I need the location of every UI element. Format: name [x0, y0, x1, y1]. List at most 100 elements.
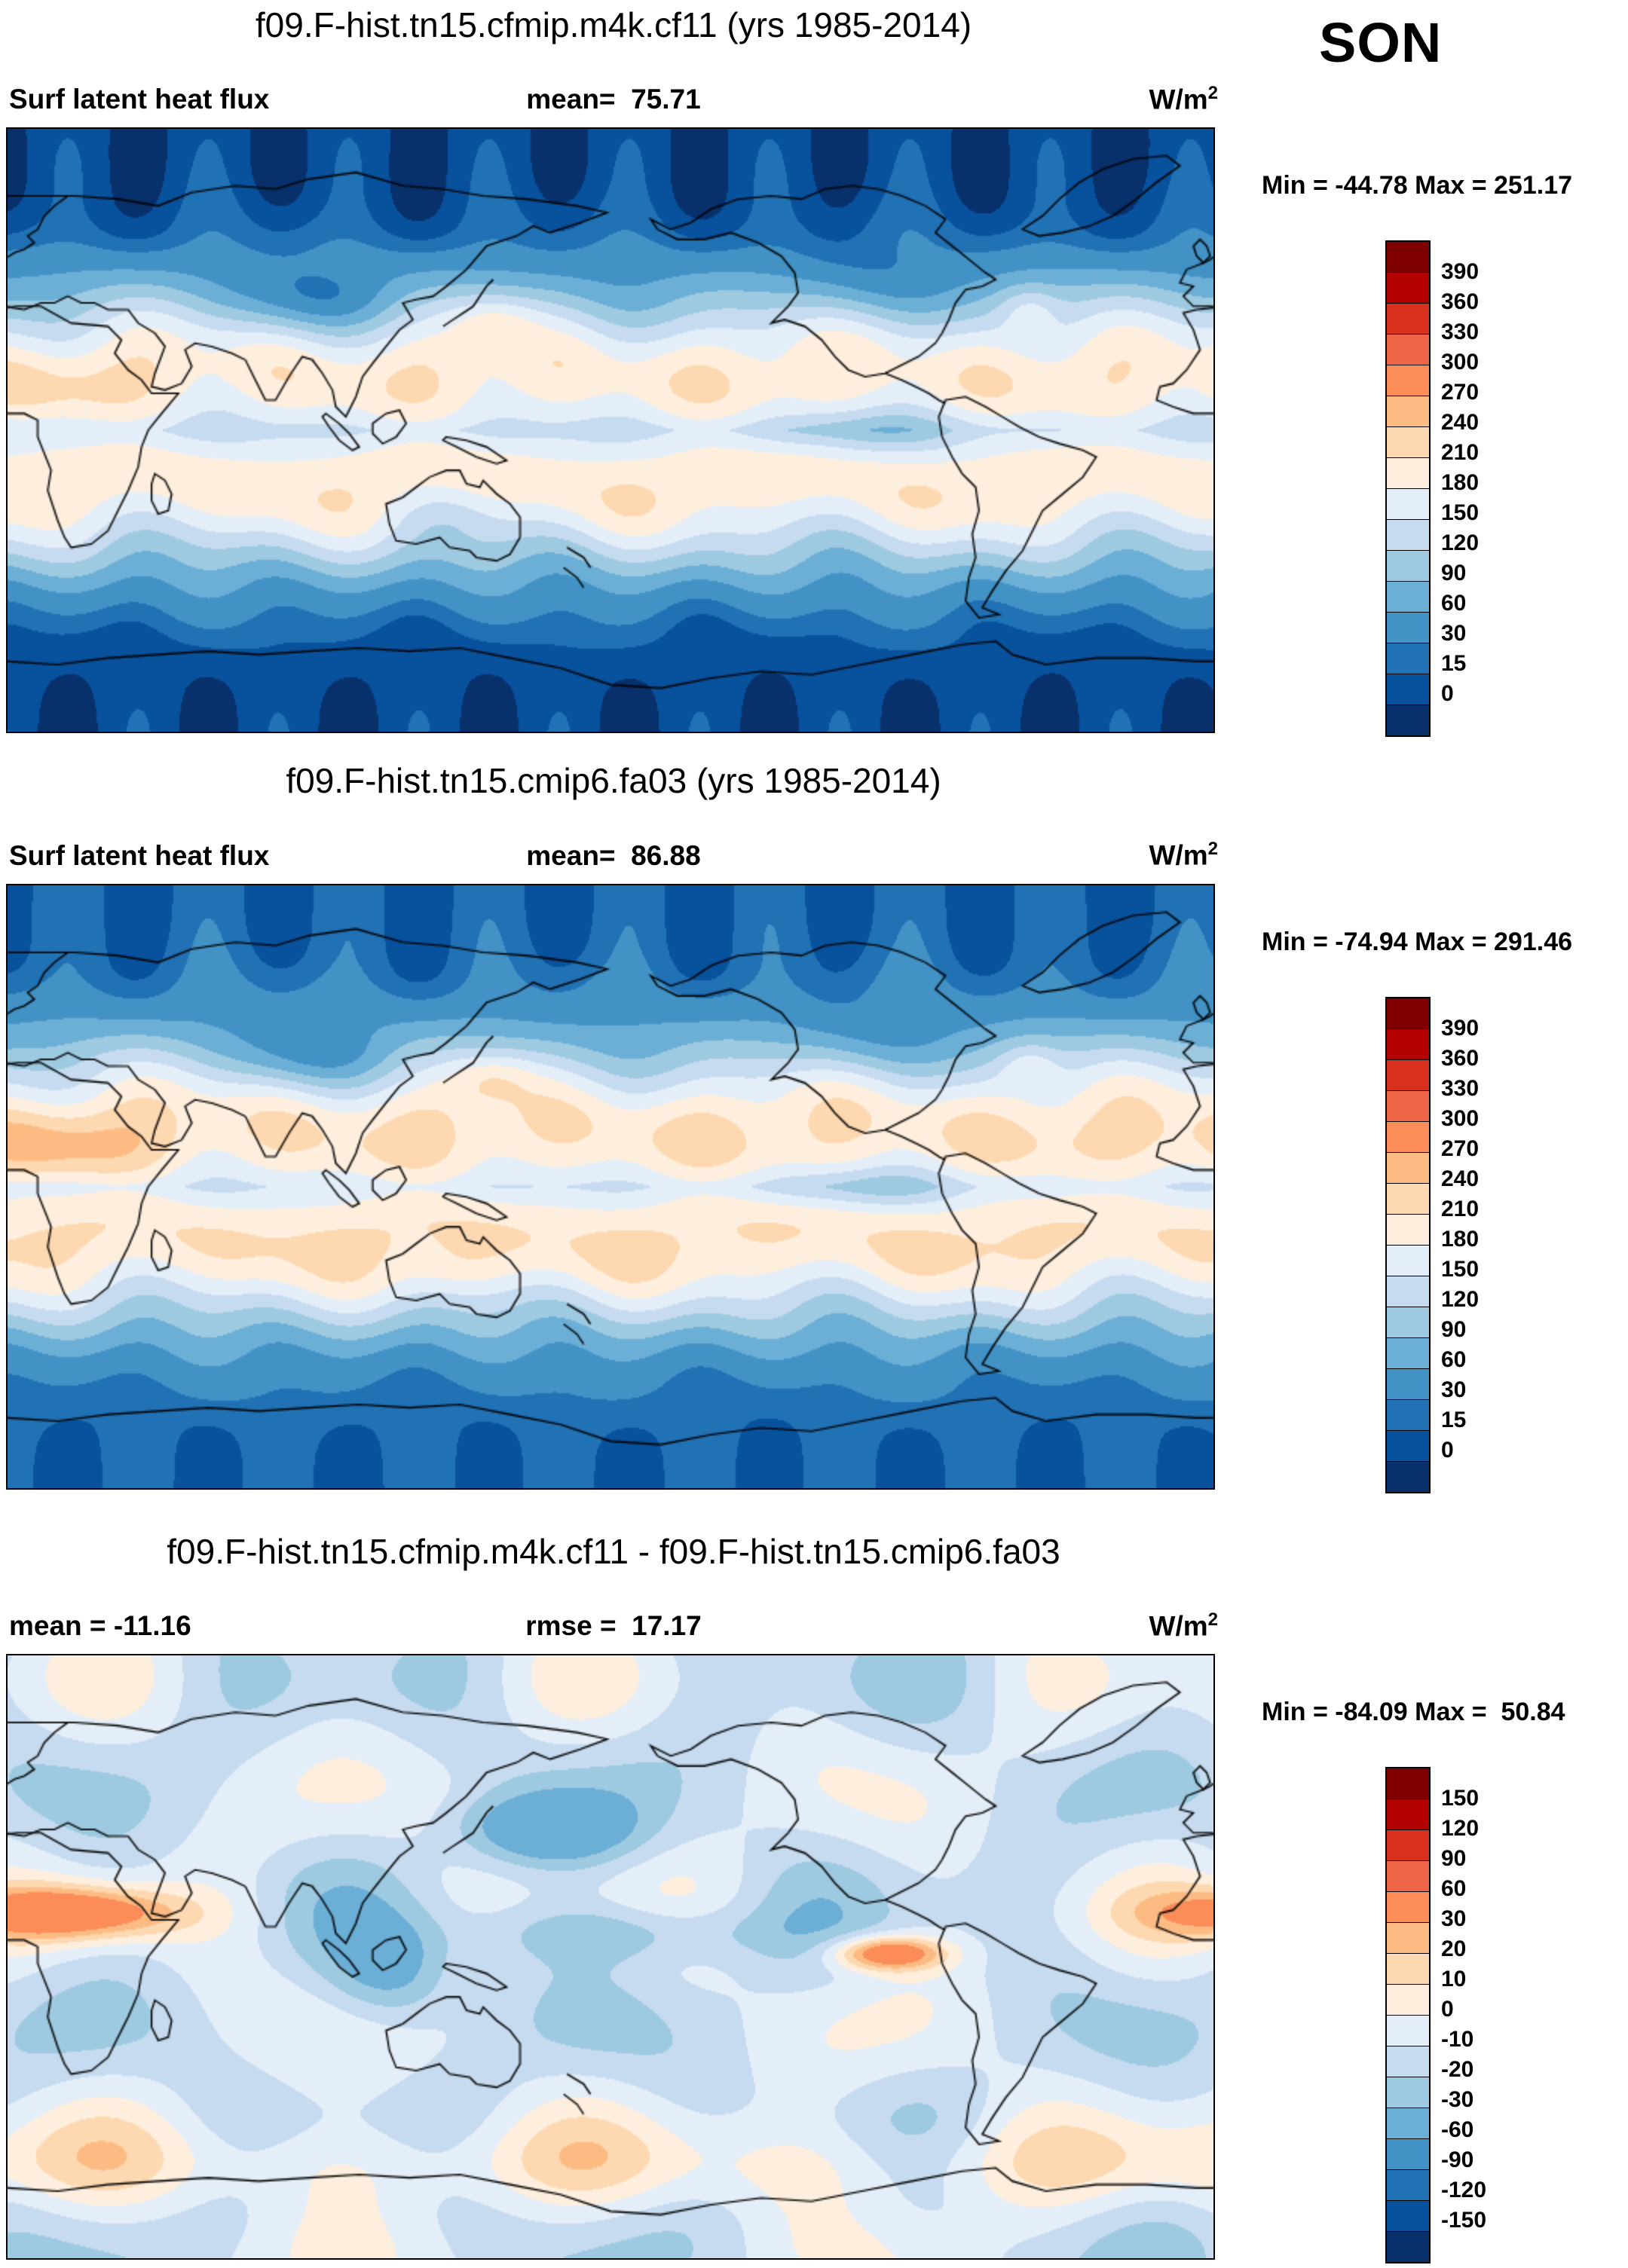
- colorbar-cell: [1387, 2077, 1429, 2108]
- colorbar-tick-label: 0: [1441, 681, 1454, 707]
- colorbar-difference: 150 120 90 60 30 20 10 0 -10 -20 -30 -60 -90 -120 -150: [1385, 1766, 1611, 2264]
- panel-1-title: f09.F-hist.tn15.cfmip.m4k.cf11 (yrs 1985…: [255, 5, 972, 44]
- colorbar-cell: [1387, 1461, 1429, 1492]
- map-canvas-model2: [6, 883, 1215, 1490]
- minmax-label: Min = -74.94 Max = 291.46: [1262, 927, 1573, 956]
- colorbar-tick-label: 390: [1441, 1015, 1480, 1041]
- colorbar-cell: [1387, 1860, 1429, 1892]
- colorbar-cell: [1387, 1430, 1429, 1462]
- colorbar-tick-label: 30: [1441, 1906, 1467, 1931]
- colorbar-tick-label: 150: [1441, 1785, 1480, 1811]
- units-base: W/m: [1149, 839, 1208, 871]
- colorbar-tick-label: 20: [1441, 1936, 1467, 1961]
- colorbar-cell: [1387, 2231, 1429, 2262]
- colorbar-cell: [1387, 2108, 1429, 2139]
- colorbar-cell: [1387, 674, 1429, 706]
- units-label: W/m2: [1149, 83, 1218, 115]
- colorbar-tick-label: -90: [1441, 2147, 1474, 2172]
- colorbar-cells: [1385, 996, 1431, 1493]
- colorbar-tick-label: 120: [1441, 1286, 1480, 1312]
- colorbar-tick-label: 90: [1441, 1845, 1467, 1871]
- colorbar-cells: [1385, 240, 1431, 738]
- colorbar-cell: [1387, 1152, 1429, 1184]
- colorbar-tick-label: 270: [1441, 380, 1480, 405]
- colorbar-tick-label: 180: [1441, 470, 1480, 496]
- units-exponent: 2: [1207, 1609, 1218, 1630]
- colorbar-cell: [1387, 304, 1429, 335]
- colorbar-cell: [1387, 582, 1429, 613]
- colorbar-cell: [1387, 1183, 1429, 1215]
- colorbar-tick-label: -20: [1441, 2056, 1474, 2082]
- colorbar-cell: [1387, 613, 1429, 644]
- colorbar-tick-label: 330: [1441, 1075, 1480, 1101]
- colorbar-cell: [1387, 1768, 1429, 1799]
- rmse-value: rmse = 17.17: [525, 1609, 702, 1641]
- colorbar-tick-label: -120: [1441, 2177, 1487, 2202]
- units-label: W/m2: [1149, 1609, 1218, 1642]
- colorbar-cell: [1387, 1337, 1429, 1369]
- units-base: W/m: [1149, 1609, 1208, 1641]
- panel-3-map-row: Min = -84.09 Max = 50.84 150 120 90 60 30 20 1…: [6, 1653, 1628, 2263]
- colorbar-labels: 150 120 90 60 30 20 10 0 -10 -20 -30 -60 -90 -120 -150: [1441, 1768, 1562, 2254]
- colorbar-labels: 390 360 330 300 270 240 210 180 150 120 90 60 30 15 0: [1441, 998, 1562, 1484]
- panel-3-stats-row: mean = -11.16 rmse = 17.17 W/m2: [6, 1609, 1221, 1642]
- colorbar-cell: [1387, 2046, 1429, 2077]
- colorbar-cell: [1387, 1891, 1429, 1923]
- colorbar-tick-label: -30: [1441, 2086, 1474, 2112]
- colorbar-cell: [1387, 396, 1429, 428]
- colorbar-tick-label: 150: [1441, 500, 1480, 526]
- colorbar-tick-label: 150: [1441, 1256, 1480, 1282]
- mean-value: mean= 75.71: [526, 84, 701, 115]
- colorbar-cell: [1387, 551, 1429, 582]
- colorbar-tick-label: 0: [1441, 1437, 1454, 1463]
- colorbar-cell: [1387, 1953, 1429, 1985]
- colorbar-cells: [1385, 1766, 1431, 2263]
- colorbar-cell: [1387, 1984, 1429, 2016]
- season-label: SON: [1319, 11, 1443, 74]
- colorbar-tick-label: 60: [1441, 1346, 1467, 1372]
- panel-2-title: f09.F-hist.tn15.cmip6.fa03 (yrs 1985-201…: [286, 761, 941, 801]
- colorbar-cell: [1387, 1399, 1429, 1431]
- units-exponent: 2: [1207, 839, 1218, 860]
- colorbar-tick-label: 360: [1441, 1045, 1480, 1071]
- colorbar-cell: [1387, 2015, 1429, 2046]
- panel-1-legend-column: Min = -44.78 Max = 251.17 390 360 330 300 27…: [1215, 127, 1622, 738]
- units-base: W/m: [1149, 84, 1208, 115]
- colorbar-tick-label: 210: [1441, 440, 1480, 466]
- panel-1-map-row: Min = -44.78 Max = 251.17 390 360 330 300 27…: [6, 127, 1628, 738]
- colorbar-cell: [1387, 2169, 1429, 2201]
- colorbar-cell: [1387, 335, 1429, 366]
- minmax-label: Min = -44.78 Max = 251.17: [1262, 171, 1573, 200]
- colorbar-tick-label: -150: [1441, 2207, 1487, 2233]
- colorbar-cell: [1387, 273, 1429, 304]
- variable-label: Surf latent heat flux: [9, 84, 270, 115]
- colorbar-tick-label: 120: [1441, 530, 1480, 556]
- colorbar-cell: [1387, 2200, 1429, 2232]
- colorbar-cell: [1387, 1029, 1429, 1060]
- mean-value: mean = -11.16: [9, 1609, 191, 1641]
- colorbar-tick-label: 180: [1441, 1226, 1480, 1252]
- colorbar-tick-label: 300: [1441, 350, 1480, 375]
- colorbar-cell: [1387, 998, 1429, 1029]
- colorbar-cell: [1387, 520, 1429, 552]
- colorbar-model2: 390 360 330 300 270 240 210 180 150 120 90 60 30 15 0: [1385, 996, 1611, 1494]
- colorbar-tick-label: 30: [1441, 621, 1467, 646]
- colorbar-cell: [1387, 1922, 1429, 1954]
- panel-2-map-row: Min = -74.94 Max = 291.46 390 360 330 300 27…: [6, 883, 1628, 1493]
- colorbar-cell: [1387, 1214, 1429, 1246]
- colorbar-cell: [1387, 1059, 1429, 1091]
- colorbar-tick-label: 240: [1441, 410, 1480, 436]
- panel-2-stats-row: Surf latent heat flux mean= 86.88 W/m2: [6, 839, 1221, 871]
- map-canvas-difference: [6, 1653, 1215, 2260]
- colorbar-cell: [1387, 242, 1429, 274]
- colorbar-cell: [1387, 1829, 1429, 1861]
- colorbar-tick-label: 240: [1441, 1166, 1480, 1191]
- colorbar-cell: [1387, 705, 1429, 736]
- colorbar-cell: [1387, 365, 1429, 397]
- colorbar-tick-label: 300: [1441, 1105, 1480, 1131]
- colorbar-tick-label: 270: [1441, 1136, 1480, 1161]
- colorbar-tick-label: 90: [1441, 561, 1467, 586]
- colorbar-tick-label: 360: [1441, 289, 1480, 315]
- panel-3-title: f09.F-hist.tn15.cfmip.m4k.cf11 - f09.F-h…: [167, 1531, 1060, 1571]
